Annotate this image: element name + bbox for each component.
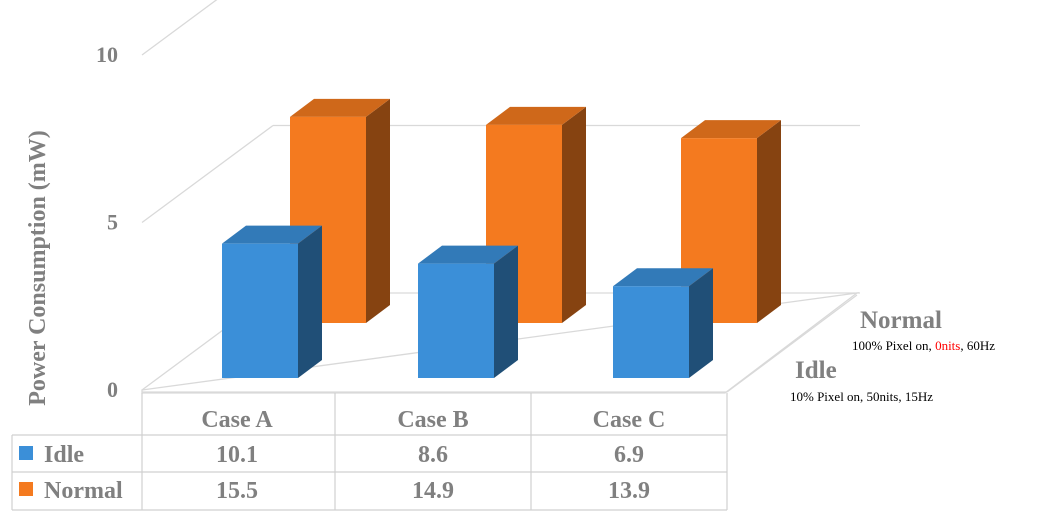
series-label-normal: Normal [860, 307, 942, 334]
bar-side [366, 98, 390, 323]
table-cell: 8.6 [418, 442, 448, 468]
data-table: Case A Case B Case C Idle 10.1 8.6 6.9 N… [11, 393, 728, 511]
y-tick-label: 0 [107, 377, 118, 402]
series-label-idle: Idle [795, 357, 837, 384]
y-axis-ticks: 05101520 [96, 42, 118, 402]
bar-side [494, 245, 518, 378]
bar-idle [418, 245, 518, 378]
bar-top [290, 98, 390, 117]
note-part-1: 100% Pixel on, [852, 338, 935, 353]
series-note-idle: 10% Pixel on, 50nits, 15Hz [790, 389, 933, 404]
y-axis-label: Power Consumption (mW) [25, 130, 51, 406]
series-note-normal: 100% Pixel on, 0nits, 60Hz [852, 338, 995, 353]
table-cell: 10.1 [216, 442, 258, 468]
table-cell: 15.5 [216, 478, 258, 504]
gridline-side [141, 0, 218, 56]
note-part-highlight: 0nits [935, 338, 960, 353]
series-labels: Normal 100% Pixel on, 0nits, 60Hz Idle 1… [790, 307, 995, 404]
bar-top [486, 106, 586, 125]
table-grid [11, 393, 728, 511]
bar-front [418, 263, 494, 378]
gridline-side [141, 124, 274, 224]
floor-right-edge [726, 294, 858, 393]
bars [222, 98, 781, 378]
bar-top [418, 245, 518, 264]
note-part-3: , 60Hz [960, 338, 995, 353]
bar-top [222, 225, 322, 244]
legend-key-idle [19, 446, 33, 460]
bar-top [613, 268, 713, 287]
row-label-idle: Idle [44, 442, 84, 468]
bar-side [562, 106, 586, 323]
bar-idle [222, 225, 322, 378]
bar-side [689, 268, 713, 378]
table-cell: 13.9 [608, 478, 650, 504]
table-header: Case A Case B Case C [201, 407, 665, 433]
table-cell: 14.9 [412, 478, 454, 504]
category-label-case-a: Case A [201, 407, 273, 433]
table-row-idle: Idle 10.1 8.6 6.9 [19, 442, 644, 468]
legend-key-normal [19, 482, 33, 496]
category-label-case-b: Case B [397, 407, 468, 433]
y-tick-label: 10 [96, 42, 118, 67]
bar-idle [613, 268, 713, 378]
table-cell: 6.9 [614, 442, 644, 468]
category-label-case-c: Case C [593, 407, 666, 433]
y-tick-label: 5 [107, 210, 118, 235]
bar-side [757, 120, 781, 323]
bar-side [298, 225, 322, 378]
bar-top [681, 120, 781, 139]
bar-front [222, 243, 298, 378]
bar-front [613, 286, 689, 378]
row-label-normal: Normal [44, 478, 123, 504]
table-row-normal: Normal 15.5 14.9 13.9 [19, 478, 650, 504]
